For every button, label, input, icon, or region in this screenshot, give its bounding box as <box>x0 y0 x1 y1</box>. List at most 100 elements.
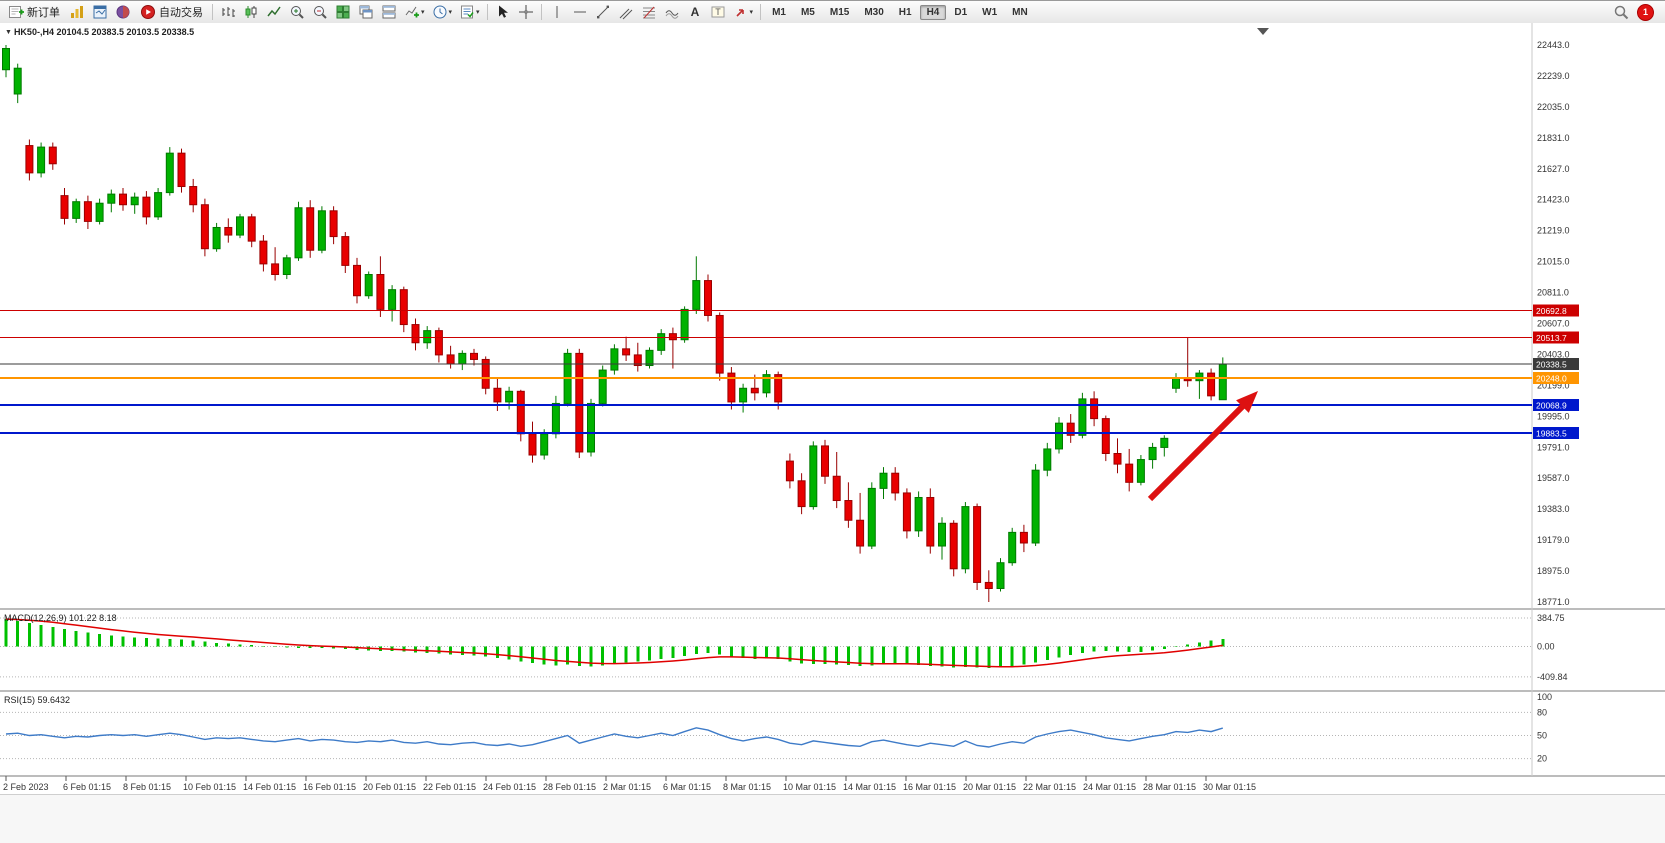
market-watch-button[interactable] <box>89 1 111 23</box>
navigator-icon <box>116 5 130 19</box>
svg-text:14 Mar 01:15: 14 Mar 01:15 <box>843 782 896 792</box>
channel-tool-icon <box>619 8 632 20</box>
timeframe-button-m30[interactable]: M30 <box>864 6 884 18</box>
chart-symbol-label: ▼ HK50-,H4 20104.5 20383.5 20103.5 20338.… <box>5 27 194 37</box>
horizontal-level-lines[interactable]: 20692.8 20513.7 20338.5 20248.0 20068.9 19883… <box>0 304 1579 440</box>
zoom-out-button[interactable] <box>309 1 331 23</box>
toolbar: 新订单 自动交易 <box>0 1 1665 24</box>
cascade-windows-icon <box>359 5 373 19</box>
arrows-tool-icon <box>735 9 744 17</box>
svg-text:20248.0: 20248.0 <box>1536 373 1567 383</box>
svg-text:24 Mar 01:15: 24 Mar 01:15 <box>1083 782 1136 792</box>
clock-icon <box>433 5 447 19</box>
toolbar-separator <box>540 4 542 20</box>
cascade-windows-button[interactable] <box>355 1 377 23</box>
svg-text:6 Feb 01:15: 6 Feb 01:15 <box>63 782 111 792</box>
macd-name: MACD(12,26,9) <box>4 613 67 623</box>
candle-chart-mode-button[interactable] <box>240 1 262 23</box>
market-watch-icon <box>93 5 107 19</box>
one-click-trading-icon[interactable]: ▼ <box>5 29 12 36</box>
hline-tool-button[interactable] <box>569 1 591 23</box>
macd-indicator-label: MACD(12,26,9) 101.22 8.18 <box>4 613 117 623</box>
svg-text:20811.0: 20811.0 <box>1537 288 1569 298</box>
annotation-arrow[interactable] <box>1147 391 1258 502</box>
templates-button[interactable]: ▾ <box>456 1 483 23</box>
candlestick-series <box>2 45 1227 602</box>
chart-canvas[interactable]: 22443.0 22239.0 22035.0 21831.0 21627.0 21423… <box>0 23 1665 794</box>
vline-tool-button[interactable] <box>546 1 568 23</box>
svg-text:50: 50 <box>1537 731 1547 741</box>
bar-chart-mode-button[interactable] <box>217 1 239 23</box>
svg-text:20: 20 <box>1537 754 1547 764</box>
svg-text:10 Mar 01:15: 10 Mar 01:15 <box>783 782 836 792</box>
rsi-name: RSI(15) <box>4 695 36 705</box>
autotrading-icon <box>141 5 155 19</box>
new-order-button[interactable]: 新订单 <box>3 1 65 23</box>
periods-button[interactable]: ▾ <box>429 1 456 23</box>
line-chart-mode-button[interactable] <box>263 1 285 23</box>
svg-text:20513.7: 20513.7 <box>1536 333 1567 343</box>
toolbar-separator <box>212 4 213 20</box>
line-chart-mode-icon <box>267 6 281 17</box>
text-label-tool-button[interactable]: T <box>707 1 729 23</box>
navigator-button[interactable] <box>112 1 134 23</box>
waves-tool-button[interactable] <box>661 1 683 23</box>
crosshair-tool-button[interactable] <box>515 1 537 23</box>
svg-text:21423.0: 21423.0 <box>1537 195 1570 205</box>
autotrading-button[interactable]: 自动交易 <box>135 1 208 23</box>
svg-text:19883.5: 19883.5 <box>1536 429 1567 439</box>
rsi-value: 59.6432 <box>37 695 71 705</box>
timeframe-toolbar: M1 M5 M15 M30 H1 H4 D1 W1 MN <box>765 4 1035 20</box>
svg-text:A: A <box>690 5 699 19</box>
svg-text:19383.0: 19383.0 <box>1537 504 1570 514</box>
macd-signal-line <box>5 618 1223 668</box>
svg-text:384.75: 384.75 <box>1537 613 1565 623</box>
ohlc-values: 20104.5 20383.5 20103.5 20338.5 <box>56 27 195 37</box>
channel-tool-button[interactable] <box>615 1 637 23</box>
rsi-line <box>5 727 1224 748</box>
fibonacci-tool-button[interactable] <box>638 1 660 23</box>
svg-text:22239.0: 22239.0 <box>1537 71 1570 81</box>
chart-shift-marker-icon[interactable] <box>1257 28 1269 35</box>
trendline-tool-button[interactable] <box>592 1 614 23</box>
timeframe-button-h4[interactable]: H4 <box>919 4 947 20</box>
svg-text:6 Mar 01:15: 6 Mar 01:15 <box>663 782 711 792</box>
svg-text:20 Mar 01:15: 20 Mar 01:15 <box>963 782 1016 792</box>
svg-text:16 Feb 01:15: 16 Feb 01:15 <box>303 782 356 792</box>
tile-horizontal-button[interactable] <box>378 1 400 23</box>
toolbar-separator <box>760 4 762 20</box>
svg-text:2 Feb 2023: 2 Feb 2023 <box>3 782 49 792</box>
svg-text:24 Feb 01:15: 24 Feb 01:15 <box>483 782 536 792</box>
tile-windows-button[interactable] <box>332 1 354 23</box>
svg-text:20403.0: 20403.0 <box>1537 349 1570 359</box>
cursor-icon <box>498 5 508 18</box>
timeframe-button-d1[interactable]: D1 <box>954 6 968 18</box>
timeframe-button-m15[interactable]: M15 <box>829 6 850 18</box>
search-icon[interactable] <box>1613 4 1629 20</box>
timeframe-button-h1[interactable]: H1 <box>898 6 912 18</box>
svg-text:8 Feb 01:15: 8 Feb 01:15 <box>123 782 171 792</box>
indicators-icon <box>405 6 419 18</box>
svg-text:16 Mar 01:15: 16 Mar 01:15 <box>903 782 956 792</box>
macd-pane: 384.75 0.00 -409.84 <box>0 613 1568 682</box>
timeframe-button-w1[interactable]: W1 <box>982 6 998 18</box>
price-axis[interactable]: 22443.0 22239.0 22035.0 21831.0 21627.0 21423… <box>1537 40 1570 607</box>
profiles-button[interactable] <box>66 1 88 23</box>
svg-text:19791.0: 19791.0 <box>1537 442 1570 452</box>
svg-text:100: 100 <box>1537 692 1552 702</box>
timeframe-button-m1[interactable]: M1 <box>772 6 786 18</box>
chart-area[interactable]: 22443.0 22239.0 22035.0 21831.0 21627.0 21423… <box>0 23 1665 794</box>
notification-badge[interactable]: 1 <box>1637 3 1654 21</box>
zoom-in-icon <box>291 6 304 19</box>
timeframe-button-m5[interactable]: M5 <box>800 6 815 18</box>
tile-windows-icon <box>336 5 350 19</box>
svg-text:19179.0: 19179.0 <box>1537 535 1570 545</box>
cursor-tool-button[interactable] <box>492 1 514 23</box>
time-axis[interactable]: 2 Feb 2023 6 Feb 01:15 8 Feb 01:15 10 Feb 0… <box>3 776 1256 792</box>
svg-text:8 Mar 01:15: 8 Mar 01:15 <box>723 782 771 792</box>
text-tool-button[interactable]: A <box>684 1 706 23</box>
zoom-in-button[interactable] <box>286 1 308 23</box>
timeframe-button-mn[interactable]: MN <box>1012 6 1028 18</box>
arrows-tool-button[interactable]: ▾ <box>730 1 757 23</box>
indicators-button[interactable]: ▾ <box>401 1 428 23</box>
